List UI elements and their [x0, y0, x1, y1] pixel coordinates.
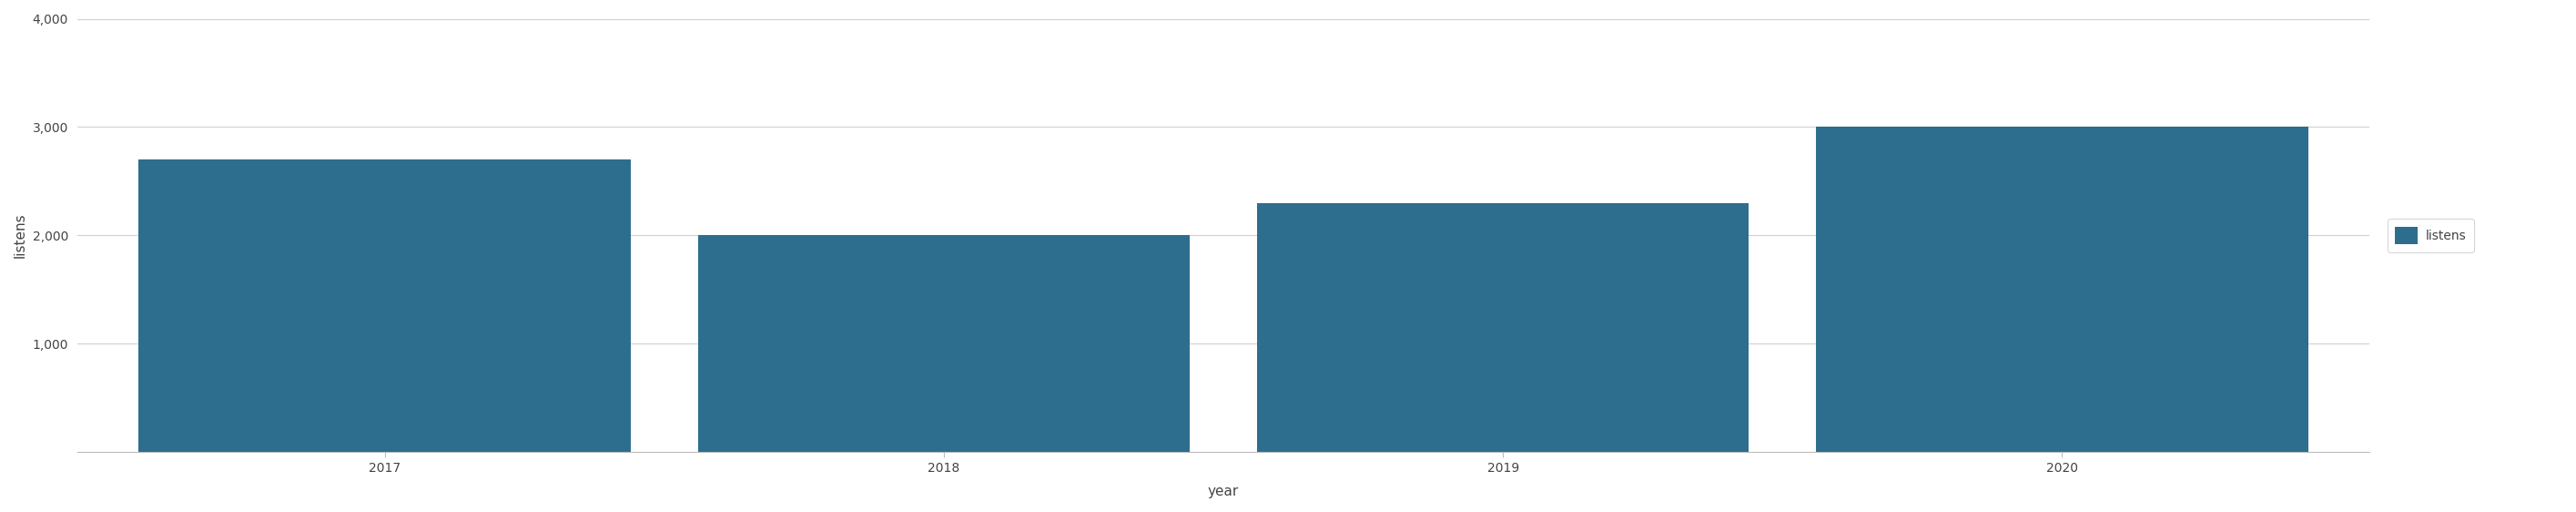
- Legend: listens: listens: [2388, 219, 2473, 252]
- Bar: [1816, 127, 2308, 452]
- X-axis label: year: year: [1208, 485, 1239, 498]
- Bar: [139, 160, 631, 452]
- Bar: [1257, 203, 1749, 452]
- Bar: [698, 236, 1190, 452]
- Y-axis label: listens: listens: [13, 213, 28, 258]
